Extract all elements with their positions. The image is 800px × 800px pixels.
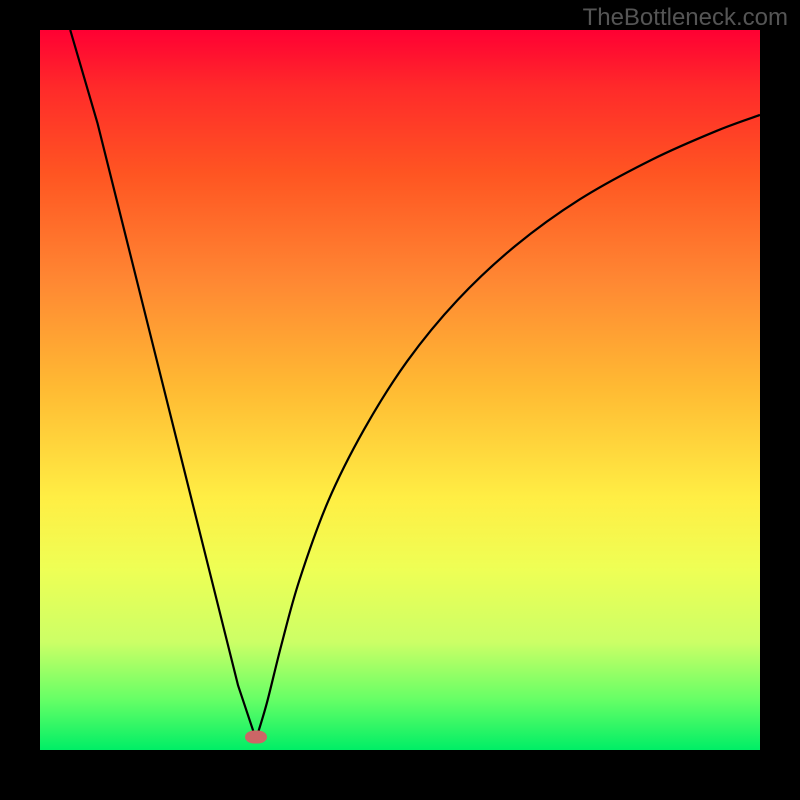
chart-plot-area	[40, 30, 760, 750]
curve-path	[70, 30, 760, 739]
bottleneck-curve	[40, 30, 760, 750]
optimal-point-marker	[245, 731, 267, 744]
watermark-text: TheBottleneck.com	[583, 4, 788, 32]
